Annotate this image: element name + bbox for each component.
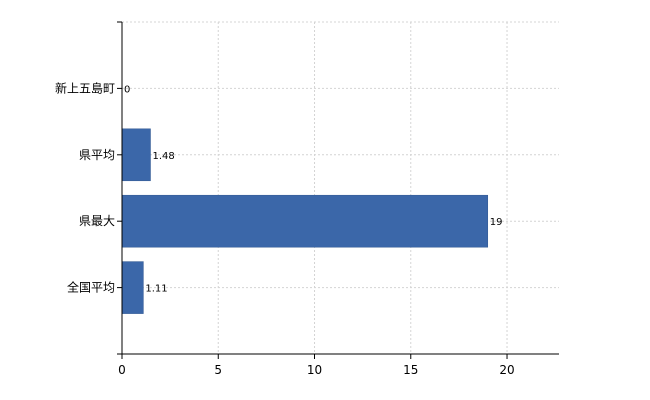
x-tick-label: 0 [118,363,126,377]
value-label: 1.11 [145,284,167,295]
axes [117,21,559,359]
bar [121,194,489,248]
bars [121,128,489,314]
category-label: 県平均 [79,148,115,162]
value-label: 0 [124,84,130,95]
x-tick-label: 15 [403,363,418,377]
bar [121,261,144,314]
labels: 新上五島町 0 県平均 1.48 県最大 19 全国平均 1.11 0 5 10 15 20 [55,80,515,377]
x-tick-label: 5 [214,363,222,377]
category-label: 県最大 [79,214,115,228]
x-tick-label: 10 [307,363,322,377]
x-tick-label: 20 [499,363,514,377]
grid [122,21,559,354]
value-label: 1.48 [152,151,174,162]
category-label: 全国平均 [67,280,115,295]
category-label: 新上五島町 [55,80,115,95]
value-label: 19 [490,217,503,228]
bar [121,128,151,182]
